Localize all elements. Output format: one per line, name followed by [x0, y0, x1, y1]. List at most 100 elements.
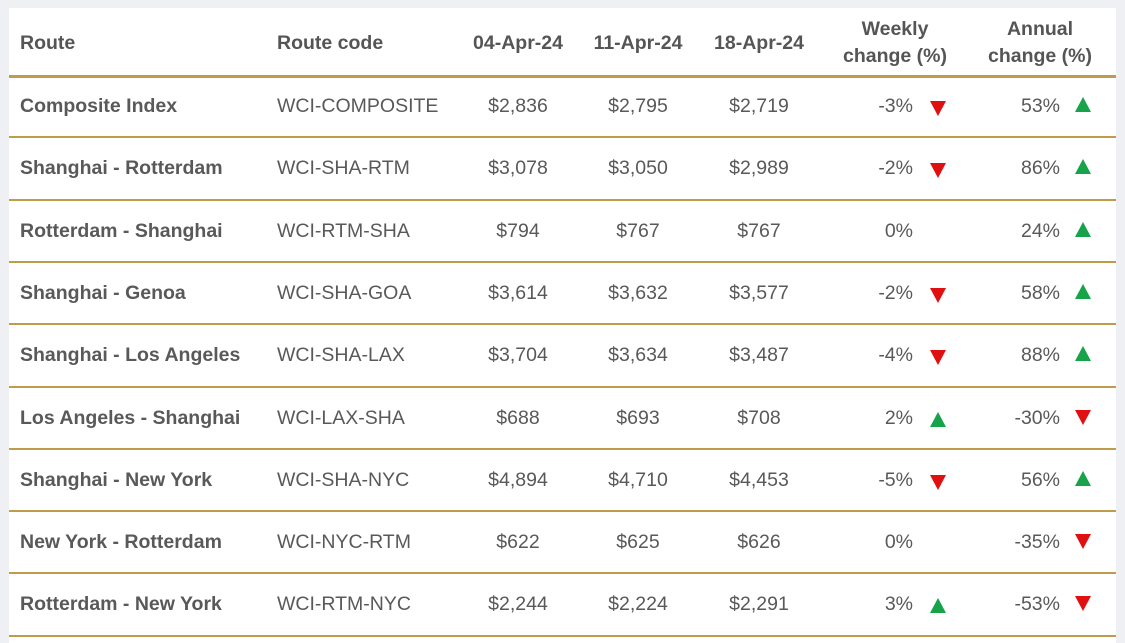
header-date-2: 11-Apr-24	[593, 32, 683, 54]
row-weekly-change: -5%	[878, 468, 913, 491]
up-arrow-icon	[1075, 221, 1091, 237]
row-route: Shanghai - Los Angeles	[20, 344, 241, 367]
header-date-3: 18-Apr-24	[714, 32, 804, 54]
row-weekly-arrow-shape	[930, 287, 946, 303]
row-value-18-apr: $708	[737, 406, 781, 429]
row-annual-arrow-shape	[1075, 470, 1091, 486]
row-annual-change: 24%	[1020, 219, 1060, 242]
row-value-18-apr: $3,487	[729, 344, 789, 367]
row-route: Composite Index	[20, 95, 178, 117]
row-annual-change: 86%	[1020, 157, 1060, 180]
row-annual-change: 58%	[1020, 281, 1060, 304]
row-weekly-arrow-shape	[930, 350, 946, 366]
row-value-04-apr: $3,614	[488, 281, 548, 304]
row-route: Shanghai - Genoa	[20, 281, 186, 304]
row-weekly-arrow-shape	[930, 101, 946, 116]
row-weekly-arrow-shape	[930, 598, 946, 614]
row-value-04-apr: $4,894	[488, 468, 548, 491]
row-value-11-apr: $3,050	[608, 157, 668, 180]
row-value-04-apr: $2,244	[488, 593, 548, 616]
row-divider	[9, 260, 1116, 263]
row-annual-arrow-shape	[1075, 534, 1091, 550]
row-weekly-change: -2%	[878, 157, 913, 180]
row-route: Los Angeles - Shanghai	[20, 406, 241, 429]
row-value-04-apr: $794	[496, 219, 540, 242]
row-annual-arrow-shape	[1075, 97, 1091, 112]
header-date-1: 04-Apr-24	[473, 32, 563, 54]
wci-table: Route Route code 04-Apr-24 11-Apr-24 18-…	[9, 8, 1116, 643]
down-arrow-icon	[930, 474, 946, 490]
row-weekly-change: -3%	[878, 95, 913, 117]
row-annual-arrow-shape	[1075, 346, 1091, 362]
row-annual-change: -53%	[1014, 593, 1060, 616]
row-value-11-apr: $3,634	[608, 344, 668, 367]
row-divider	[9, 198, 1116, 201]
row-route-code: WCI-SHA-LAX	[277, 344, 405, 367]
row-weekly-change: 2%	[884, 406, 913, 429]
row-value-11-apr: $625	[616, 531, 660, 554]
row-annual-change: -30%	[1014, 406, 1060, 429]
down-arrow-icon	[930, 163, 946, 179]
up-arrow-icon	[930, 411, 946, 427]
row-route: Shanghai - New York	[20, 468, 213, 491]
row-route: Shanghai - Rotterdam	[20, 157, 223, 180]
up-arrow-icon	[1075, 346, 1091, 362]
row-value-11-apr: $3,632	[608, 281, 668, 304]
row-divider	[9, 447, 1116, 450]
row-route: Rotterdam - New York	[20, 593, 222, 616]
row-divider	[9, 323, 1116, 326]
row-divider	[9, 136, 1116, 139]
header-annual-line2: change (%)	[987, 45, 1092, 67]
row-value-18-apr: $2,989	[729, 157, 789, 180]
down-arrow-icon	[1075, 596, 1091, 612]
row-annual-arrow-shape	[1075, 409, 1091, 425]
header-weekly-line1: Weekly	[861, 18, 929, 40]
row-route-code: WCI-COMPOSITE	[277, 95, 439, 117]
row-annual-arrow-shape	[1075, 159, 1091, 175]
row-weekly-change: 3%	[884, 593, 913, 616]
row-value-18-apr: $4,453	[729, 468, 789, 491]
row-value-04-apr: $2,836	[488, 95, 548, 117]
down-arrow-icon	[1075, 534, 1091, 550]
row-weekly-change: 0%	[884, 531, 913, 554]
row-value-18-apr: $3,577	[729, 281, 789, 304]
header-route-code: Route code	[277, 32, 384, 54]
row-value-11-apr: $767	[616, 219, 660, 242]
row-value-11-apr: $4,710	[608, 468, 668, 491]
row-divider	[9, 634, 1116, 637]
header-weekly-line2: change (%)	[842, 45, 947, 67]
row-value-18-apr: $767	[737, 219, 781, 242]
up-arrow-icon	[1075, 470, 1091, 486]
row-value-11-apr: $2,224	[608, 593, 668, 616]
row-value-18-apr: $2,719	[729, 95, 789, 117]
up-arrow-icon	[1075, 97, 1091, 112]
row-route-code: WCI-RTM-SHA	[277, 219, 410, 242]
row-route-code: WCI-SHA-RTM	[277, 157, 410, 180]
row-annual-arrow-shape	[1075, 283, 1091, 299]
row-annual-change: 56%	[1020, 468, 1060, 491]
down-arrow-icon	[930, 287, 946, 303]
row-value-04-apr: $3,704	[488, 344, 548, 367]
up-arrow-icon	[930, 598, 946, 614]
row-annual-arrow-shape	[1075, 221, 1091, 237]
row-value-04-apr: $3,078	[488, 157, 548, 180]
row-route-code: WCI-LAX-SHA	[277, 406, 405, 429]
header-rule	[9, 75, 1116, 78]
row-value-18-apr: $2,291	[729, 593, 789, 616]
row-annual-arrow-shape	[1075, 596, 1091, 612]
row-route-code: WCI-SHA-GOA	[277, 281, 412, 304]
row-route-code: WCI-RTM-NYC	[277, 593, 411, 616]
header-annual-line1: Annual	[1006, 18, 1074, 40]
down-arrow-icon	[1075, 409, 1091, 425]
header-weekly-change: Weekly change (%)	[824, 16, 966, 70]
row-annual-change: 53%	[1020, 95, 1060, 117]
up-arrow-icon	[1075, 283, 1091, 299]
row-route-code: WCI-SHA-NYC	[277, 468, 410, 491]
row-weekly-arrow-shape	[930, 163, 946, 179]
down-arrow-icon	[930, 350, 946, 366]
header-route: Route	[20, 32, 76, 54]
row-route-code: WCI-NYC-RTM	[277, 531, 411, 554]
row-annual-change: -35%	[1014, 531, 1060, 554]
row-divider	[9, 385, 1116, 388]
down-arrow-icon	[930, 101, 946, 116]
